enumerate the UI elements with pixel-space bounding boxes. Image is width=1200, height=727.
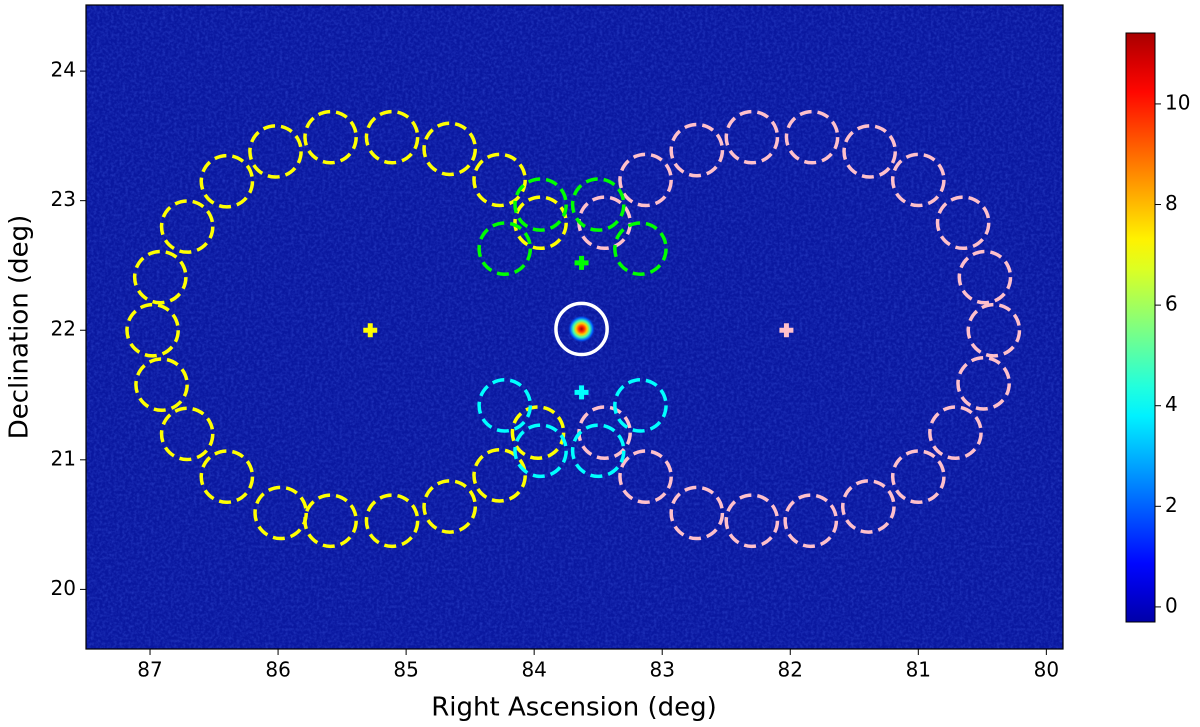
x-tick-label: 80 — [1034, 658, 1059, 682]
background-region — [248, 124, 303, 179]
background-region — [364, 109, 420, 165]
background-region — [890, 152, 946, 208]
background-region — [842, 124, 898, 179]
colorbar — [1125, 32, 1156, 623]
background-region — [199, 449, 255, 505]
background-region — [966, 302, 1022, 358]
background-region — [724, 493, 780, 549]
background-region — [364, 493, 420, 549]
background-region — [841, 479, 896, 534]
x-tick-label: 82 — [778, 658, 803, 682]
background-region — [513, 177, 568, 232]
x-tick-label: 84 — [521, 658, 546, 682]
background-region — [125, 302, 180, 358]
colorbar-tick-label: 0 — [1165, 593, 1178, 617]
background-region — [618, 152, 673, 208]
background-region — [935, 195, 991, 251]
background-region — [890, 449, 946, 505]
background-region — [199, 153, 255, 209]
x-axis-label: Right Ascension (deg) — [431, 693, 717, 723]
source-region — [554, 301, 609, 357]
y-tick-label: 20 — [51, 576, 76, 600]
colorbar-tick-label: 2 — [1165, 493, 1178, 517]
background-region — [783, 493, 839, 549]
plot-area — [86, 5, 1063, 649]
background-region — [618, 449, 673, 505]
background-region — [422, 121, 478, 177]
y-tick-label: 23 — [51, 187, 76, 211]
colorbar-tick-label: 8 — [1165, 191, 1178, 215]
background-region — [613, 378, 668, 433]
background-region — [570, 423, 626, 479]
background-region — [784, 109, 840, 165]
plus-marker — [779, 323, 794, 338]
background-region — [510, 405, 566, 460]
plus-marker — [363, 323, 378, 338]
background-region — [477, 221, 533, 276]
background-region — [928, 405, 983, 460]
background-region — [724, 109, 780, 165]
background-region — [472, 448, 527, 503]
x-tick-label: 87 — [137, 658, 162, 682]
background-region — [513, 423, 568, 479]
background-region — [253, 485, 308, 541]
background-region — [957, 249, 1013, 305]
background-region — [159, 199, 215, 254]
y-tick-label: 21 — [51, 446, 76, 470]
background-region — [422, 479, 478, 534]
background-region — [132, 249, 188, 305]
y-tick-label: 24 — [51, 58, 76, 82]
plus-marker — [574, 385, 589, 400]
colorbar-tick-label: 10 — [1165, 90, 1190, 114]
plot-frame — [85, 4, 1064, 650]
background-region — [513, 195, 568, 251]
colorbar-tick-label: 4 — [1165, 392, 1178, 416]
plus-marker — [574, 255, 589, 270]
background-region — [472, 152, 527, 208]
background-region — [134, 357, 189, 413]
y-tick-label: 22 — [51, 317, 76, 341]
x-tick-label: 81 — [906, 658, 931, 682]
background-region — [477, 378, 533, 433]
background-region — [303, 109, 358, 165]
background-region — [669, 122, 725, 178]
background-region — [159, 406, 215, 462]
background-region — [669, 485, 725, 541]
y-axis-label: Declination (deg) — [5, 215, 35, 440]
background-region — [956, 356, 1011, 411]
source-emission — [567, 314, 596, 343]
background-region — [570, 177, 626, 232]
x-tick-label: 85 — [393, 658, 418, 682]
x-tick-label: 83 — [649, 658, 674, 682]
x-tick-label: 86 — [265, 658, 290, 682]
colorbar-tick-label: 6 — [1165, 292, 1178, 316]
background-region — [303, 493, 358, 549]
background-region — [613, 221, 668, 276]
